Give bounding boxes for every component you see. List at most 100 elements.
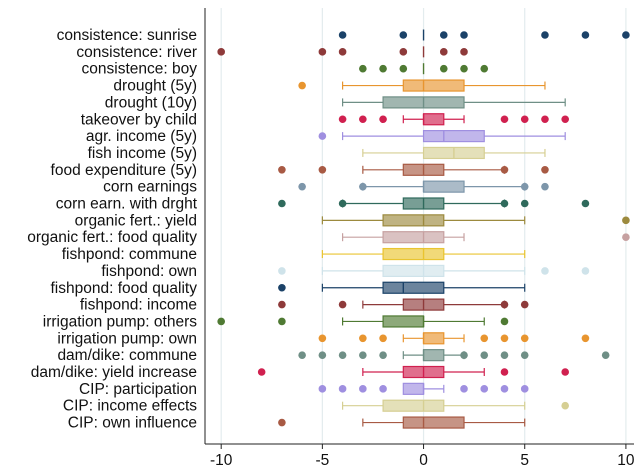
category-label: takeover by child (81, 111, 197, 128)
outlier-point (399, 31, 408, 39)
box-iqr (422, 180, 465, 193)
box-iqr (382, 315, 425, 328)
category-label: fishpond: commune (62, 246, 197, 263)
category-label: fish income (5y) (88, 145, 197, 162)
outlier-point (359, 334, 367, 343)
outlier-point (379, 385, 387, 393)
outlier-point (338, 115, 347, 124)
outlier-point (601, 351, 610, 359)
outlier-point (520, 300, 529, 309)
outlier-point (480, 64, 489, 73)
outlier-point (581, 267, 590, 275)
outlier-point (379, 115, 387, 124)
box-iqr (382, 264, 445, 277)
outlier-point (520, 385, 529, 393)
outlier-point (622, 233, 630, 241)
outlier-point (379, 334, 387, 343)
category-label: CIP: own influence (68, 415, 197, 432)
category-label: corn earn. with drght (56, 196, 198, 213)
outlier-point (520, 199, 529, 208)
outlier-point (581, 334, 590, 343)
outlier-point (217, 317, 225, 326)
outlier-point (379, 64, 387, 73)
x-tick-label: 0 (419, 452, 428, 469)
outlier-point (581, 199, 590, 208)
outlier-point (318, 334, 327, 343)
outlier-point (338, 31, 347, 39)
outlier-point (541, 182, 549, 191)
box-iqr (422, 332, 445, 345)
outlier-point (622, 216, 630, 225)
outlier-point (298, 81, 306, 90)
outlier-point (500, 385, 509, 393)
outlier-point (460, 31, 468, 39)
box-iqr (382, 399, 445, 412)
x-tick-layer: -10 -5 0 5 10 (210, 444, 635, 469)
category-label: CIP: participation (79, 381, 197, 398)
x-tick-label: 5 (520, 452, 529, 469)
outlier-point (460, 351, 468, 359)
outlier-point (359, 351, 367, 359)
category-label: corn earnings (103, 179, 197, 196)
outlier-point (561, 368, 569, 376)
outlier-point (359, 182, 367, 191)
outlier-point (338, 300, 347, 309)
outlier-point (480, 351, 489, 359)
box-iqr (402, 416, 465, 429)
outlier-point (500, 368, 509, 376)
outlier-point (460, 385, 468, 393)
category-label: consistence: boy (82, 61, 198, 78)
outlier-point (379, 351, 387, 359)
category-label: fishpond: income (80, 297, 197, 314)
outlier-point (359, 385, 367, 393)
outlier-point (480, 334, 489, 343)
outlier-point (622, 31, 630, 39)
outlier-point (541, 166, 549, 174)
outlier-point (500, 334, 509, 343)
outlier-point (318, 166, 327, 174)
outlier-point (581, 31, 590, 39)
outlier-point (318, 385, 327, 393)
outlier-point (318, 351, 327, 359)
category-label: irrigation pump: others (43, 313, 197, 330)
category-label: organic fert.: yield (75, 212, 197, 229)
outlier-point (561, 115, 569, 124)
box-iqr (382, 214, 445, 227)
outlier-point (359, 64, 367, 73)
outlier-point (399, 48, 408, 56)
category-label: irrigation pump: own (57, 330, 197, 347)
outlier-point (338, 385, 347, 393)
outlier-point (480, 385, 489, 393)
category-label: consistence: sunrise (57, 27, 197, 44)
category-label: dam/dike: commune (57, 347, 197, 364)
outlier-point (298, 182, 306, 191)
box-iqr (382, 281, 445, 294)
category-label: fishpond: food quality (51, 280, 198, 297)
box-iqr (402, 79, 465, 92)
x-tick-label: -5 (315, 452, 329, 469)
outlier-point (500, 300, 509, 309)
category-label: consistence: river (76, 44, 197, 61)
box-iqr (422, 113, 445, 126)
outlier-point (500, 115, 509, 124)
box-iqr (382, 231, 445, 244)
outlier-point (278, 166, 286, 174)
category-label: drought (5y) (113, 78, 197, 95)
outlier-point (278, 283, 286, 292)
outlier-point (338, 199, 347, 208)
outlier-point (500, 317, 509, 326)
x-tick-label: 10 (617, 452, 635, 469)
outlier-point (439, 64, 448, 73)
outlier-point (278, 199, 286, 208)
outlier-point (520, 182, 529, 191)
box-iqr (382, 247, 445, 261)
outlier-point (541, 31, 549, 39)
outlier-point (278, 267, 286, 275)
outlier-point (399, 64, 408, 73)
outlier-point (460, 64, 468, 73)
outlier-point (318, 48, 327, 56)
outlier-point (359, 115, 367, 124)
category-label: fishpond: own (101, 263, 197, 280)
